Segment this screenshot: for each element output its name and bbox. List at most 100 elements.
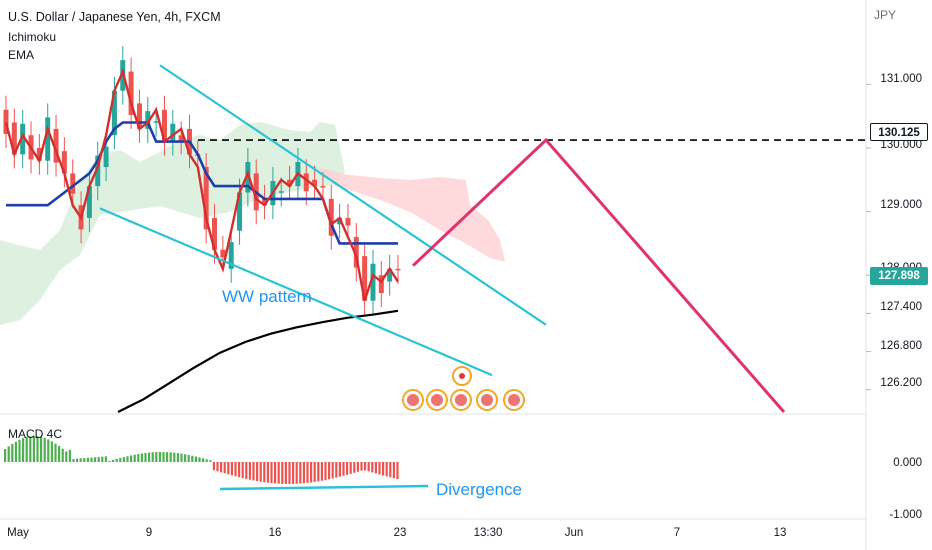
macd-bar-negative bbox=[385, 462, 388, 477]
macd-bar-positive bbox=[65, 451, 68, 462]
price-tick: 126.800 bbox=[880, 340, 922, 352]
macd-bar-positive bbox=[86, 457, 89, 462]
candle-up bbox=[20, 123, 26, 155]
macd-bar-negative bbox=[230, 462, 233, 476]
candle-down bbox=[345, 217, 351, 226]
indicator-ichimoku-label[interactable]: Ichimoku bbox=[8, 30, 57, 44]
macd-bar-negative bbox=[238, 462, 241, 478]
macd-bar-positive bbox=[104, 456, 107, 462]
candle-down bbox=[128, 71, 134, 115]
macd-bar-positive bbox=[108, 460, 111, 462]
macd-bar-positive bbox=[79, 458, 82, 462]
macd-bar-negative bbox=[306, 462, 309, 483]
macd-bar-positive bbox=[191, 455, 194, 462]
macd-bar-positive bbox=[126, 456, 129, 462]
candle-up bbox=[228, 242, 234, 269]
candle-down bbox=[378, 275, 384, 294]
price-tick: 129.000 bbox=[880, 199, 922, 211]
macd-bar-positive bbox=[144, 452, 147, 462]
divergence-line[interactable] bbox=[219, 484, 429, 491]
macd-bar-negative bbox=[284, 462, 287, 484]
macd-bar-negative bbox=[371, 462, 374, 473]
time-tick: 13 bbox=[773, 527, 787, 539]
macd-bar-positive bbox=[205, 459, 208, 462]
lower-trendline[interactable] bbox=[99, 207, 493, 377]
macd-bar-positive bbox=[76, 458, 79, 462]
horizontal-level-label: 130.125 bbox=[870, 123, 928, 141]
macd-bar-negative bbox=[313, 462, 316, 482]
macd-bar-negative bbox=[374, 462, 377, 474]
candle-down bbox=[262, 198, 268, 206]
macd-bar-negative bbox=[342, 462, 345, 476]
macd-bar-negative bbox=[227, 462, 230, 475]
macd-bar-negative bbox=[295, 462, 298, 484]
macd-bar-positive bbox=[47, 439, 50, 462]
price-tick: 131.000 bbox=[880, 73, 922, 85]
macd-bar-negative bbox=[367, 462, 370, 472]
us-flag-icon bbox=[481, 394, 493, 406]
macd-bar-positive bbox=[22, 438, 25, 462]
macd-bar-positive bbox=[209, 460, 212, 462]
macd-bar-positive bbox=[90, 457, 93, 462]
macd-bar-negative bbox=[392, 462, 395, 479]
macd-bar-positive bbox=[112, 459, 115, 462]
candle-up bbox=[278, 191, 284, 193]
candle-down bbox=[136, 103, 142, 129]
us-flag-icon bbox=[407, 394, 419, 406]
candle-up bbox=[95, 155, 101, 187]
macd-bar-positive bbox=[158, 452, 161, 462]
macd-bar-negative bbox=[378, 462, 381, 475]
macd-bar-negative bbox=[245, 462, 248, 479]
macd-bar-negative bbox=[396, 462, 399, 480]
candle-down bbox=[212, 217, 218, 250]
macd-bar-negative bbox=[349, 462, 352, 474]
macd-bar-negative bbox=[317, 462, 320, 482]
candle-down bbox=[11, 122, 17, 155]
time-tick: 7 bbox=[673, 527, 681, 539]
macd-bar-positive bbox=[137, 454, 140, 462]
macd-bar-positive bbox=[187, 454, 190, 462]
candle-up bbox=[387, 268, 393, 282]
macd-bar-positive bbox=[162, 452, 165, 462]
tenkan-line bbox=[4, 67, 400, 302]
macd-bar-positive bbox=[72, 458, 75, 462]
upper-trendline[interactable] bbox=[159, 64, 547, 326]
projection-path[interactable] bbox=[411, 137, 786, 413]
macd-bar-negative bbox=[382, 462, 385, 476]
macd-bar-positive bbox=[18, 439, 21, 462]
us-flag-icon bbox=[455, 394, 467, 406]
macd-bar-negative bbox=[346, 462, 349, 475]
macd-bar-positive bbox=[151, 452, 154, 462]
candle-up bbox=[237, 192, 243, 231]
macd-bar-positive bbox=[198, 457, 201, 462]
macd-bar-positive bbox=[40, 436, 43, 462]
macd-bar-negative bbox=[281, 462, 284, 484]
macd-bar-positive bbox=[176, 453, 179, 462]
macd-bar-negative bbox=[324, 462, 327, 481]
candle-down bbox=[312, 179, 318, 187]
candle-down bbox=[320, 186, 326, 188]
time-tick: 16 bbox=[268, 527, 282, 539]
macd-bar-positive bbox=[119, 458, 122, 462]
macd-bar-positive bbox=[180, 453, 183, 462]
macd-bar-positive bbox=[101, 456, 104, 462]
macd-bar-positive bbox=[194, 456, 197, 462]
macd-bar-positive bbox=[36, 436, 39, 462]
macd-bar-positive bbox=[14, 441, 17, 462]
indicator-ema-label[interactable]: EMA bbox=[8, 48, 35, 62]
time-tick: May bbox=[7, 527, 29, 539]
candle-down bbox=[303, 173, 309, 192]
macd-bar-positive bbox=[43, 438, 46, 462]
candle-up bbox=[145, 111, 151, 129]
macd-bar-negative bbox=[270, 462, 273, 484]
candle-down bbox=[395, 268, 401, 271]
macd-bar-negative bbox=[288, 462, 291, 484]
macd-bar-negative bbox=[320, 462, 323, 481]
macd-bar-positive bbox=[173, 452, 176, 462]
macd-bar-positive bbox=[155, 452, 158, 462]
candle-down bbox=[36, 147, 42, 161]
macd-bar-negative bbox=[292, 462, 295, 484]
macd-bar-positive bbox=[11, 443, 14, 462]
macd-label[interactable]: MACD 4C bbox=[8, 427, 63, 441]
